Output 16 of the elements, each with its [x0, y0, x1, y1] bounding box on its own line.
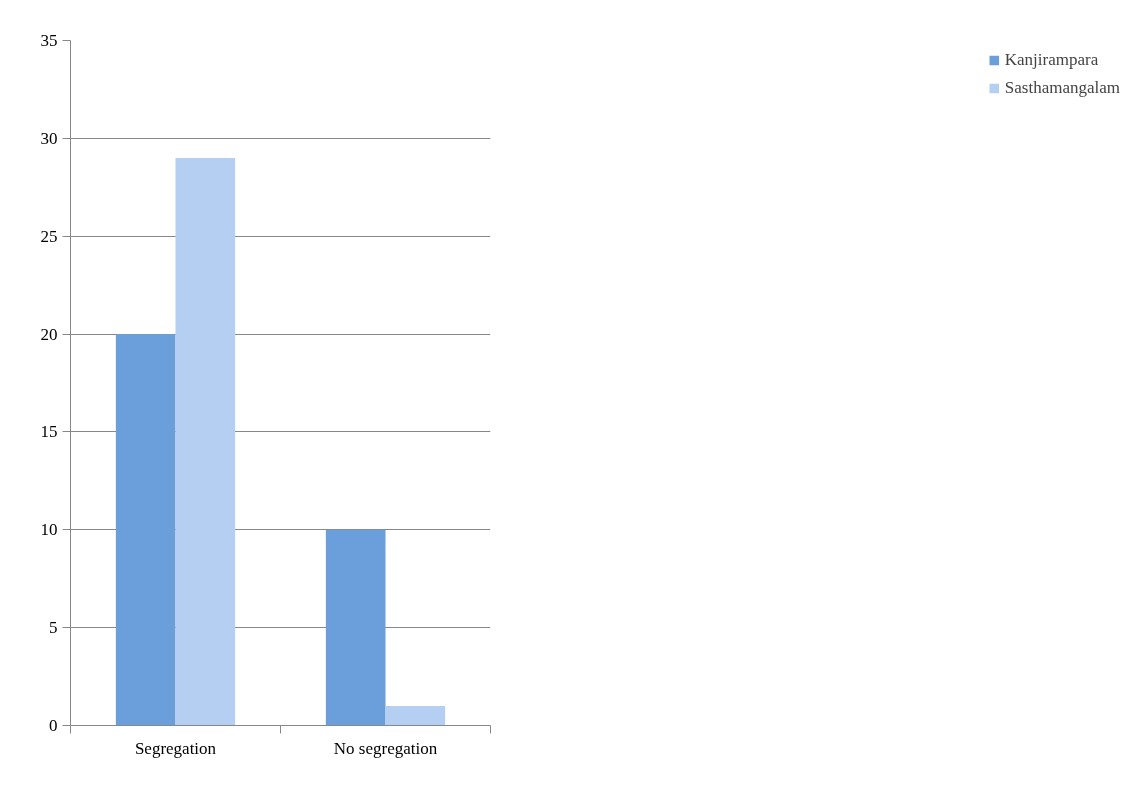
y-tick-label: 35: [40, 31, 58, 50]
bar: [115, 334, 176, 726]
bar: [385, 705, 446, 726]
x-tick-label: Segregation: [134, 738, 217, 758]
y-tick-label: 10: [40, 520, 58, 540]
y-tick-label: 0: [49, 716, 58, 735]
y-tick-label: 20: [40, 324, 58, 344]
x-tick-label: No segregation: [333, 738, 438, 758]
bar: [175, 157, 236, 726]
legend-label: Sasthamangalam: [1004, 78, 1120, 98]
bar: [325, 529, 386, 726]
y-tick-label: 5: [49, 618, 58, 638]
y-tick-label: 30: [40, 128, 58, 148]
legend-label: Kanjirampara: [1004, 50, 1099, 70]
y-tick-label: 15: [40, 422, 58, 442]
y-tick-label: 25: [40, 226, 58, 246]
